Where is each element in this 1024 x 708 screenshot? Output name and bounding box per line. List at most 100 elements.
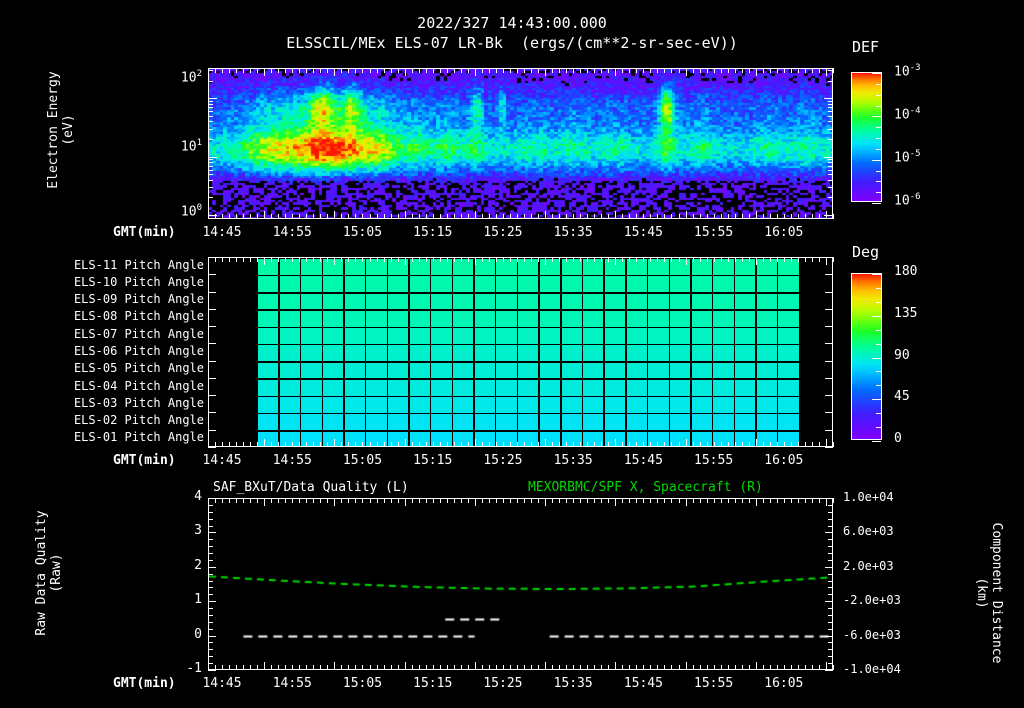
y-tick-mark [828, 608, 833, 609]
x-tick-mark [679, 665, 680, 670]
data-quality-plot[interactable] [208, 498, 833, 670]
x-tick-mark [229, 498, 230, 503]
y-tick-mark [208, 180, 213, 181]
x-tick-mark [749, 665, 750, 670]
y-tick-mark [208, 532, 216, 533]
pitch-angle-cell [365, 292, 388, 311]
x-tick-mark [629, 498, 630, 503]
x-tick-mark [707, 257, 708, 262]
x-tick-mark [524, 442, 525, 447]
x-tick-mark [721, 68, 722, 73]
x-tick-mark [686, 68, 687, 76]
x-tick-mark [341, 665, 342, 670]
x-tick-mark [693, 665, 694, 670]
x-tick-mark [461, 665, 462, 670]
pitch-angle-cell [408, 396, 432, 415]
y-tick-mark [208, 111, 213, 112]
x-tick-mark [517, 68, 518, 73]
time-tick-label: 15:45 [623, 225, 663, 240]
x-tick-mark [215, 665, 216, 670]
x-tick-mark [447, 665, 448, 670]
panel3-ytick-label-left: 4 [194, 489, 202, 504]
x-tick-mark [426, 498, 427, 503]
x-tick-mark [819, 257, 820, 262]
x-tick-mark [531, 68, 532, 73]
pitch-angle-cell [495, 344, 518, 363]
y-tick-mark [208, 274, 216, 275]
colorbar-tick [876, 427, 881, 428]
panel3-ytick-label-right: -1.0e+04 [843, 662, 901, 676]
pitch-angle-cell [473, 258, 497, 276]
pitch-angle-cell [755, 413, 778, 432]
x-tick-mark [292, 442, 293, 447]
y-tick-mark [825, 326, 833, 327]
pitch-angle-cell [322, 344, 345, 363]
pitch-angle-cell [712, 430, 735, 446]
x-tick-mark [756, 257, 757, 265]
x-tick-mark [700, 498, 701, 503]
x-tick-mark [468, 442, 469, 447]
pitch-angle-cell [733, 413, 757, 432]
colorbar-tick [876, 95, 881, 96]
pitch-angle-cell [278, 430, 301, 446]
x-tick-mark [756, 439, 757, 447]
pitch-angle-cell [322, 292, 345, 311]
x-tick-mark [348, 68, 349, 73]
x-tick-mark [756, 211, 757, 219]
x-tick-mark [763, 442, 764, 447]
x-tick-mark [763, 665, 764, 670]
x-tick-mark [538, 214, 539, 219]
x-tick-mark [777, 498, 778, 503]
y-tick-mark [208, 395, 216, 396]
x-tick-mark [285, 442, 286, 447]
deg-colorbar[interactable] [851, 273, 882, 442]
pitch-angle-cell [755, 430, 778, 446]
pitch-angle-cell [647, 327, 670, 345]
pitch-angle-cell [495, 309, 518, 328]
x-tick-mark [552, 68, 553, 73]
x-tick-mark [433, 498, 434, 503]
def-colorbar[interactable] [851, 72, 882, 204]
pitch-angle-cell [257, 344, 280, 363]
deg-colorbar-label: 135 [894, 305, 918, 321]
x-tick-mark [728, 665, 729, 670]
x-tick-mark [573, 665, 574, 670]
y-tick-mark [208, 257, 216, 258]
x-tick-mark [749, 257, 750, 262]
x-tick-mark [791, 68, 792, 73]
y-tick-mark [208, 70, 213, 71]
pitch-angle-plot[interactable] [208, 257, 833, 447]
x-tick-mark [257, 214, 258, 219]
y-tick-mark [825, 378, 833, 379]
spectrogram-plot[interactable] [208, 68, 833, 219]
x-tick-mark [320, 498, 321, 503]
y-tick-mark [824, 215, 833, 216]
pitch-angle-cell [647, 309, 670, 328]
x-tick-mark [327, 214, 328, 219]
x-tick-mark [524, 257, 525, 262]
x-tick-mark [341, 498, 342, 503]
x-tick-mark [391, 498, 392, 503]
def-colorbar-label: 10-4 [894, 106, 921, 123]
x-tick-mark [833, 442, 834, 447]
def-colorbar-label: 10-3 [894, 63, 921, 80]
y-tick-mark [825, 274, 833, 275]
pitch-angle-cell [322, 275, 345, 294]
x-tick-mark [426, 214, 427, 219]
pitch-angle-cell [495, 396, 518, 415]
x-tick-mark [482, 665, 483, 670]
y-tick-mark [828, 519, 833, 520]
pitch-angle-cell [343, 396, 366, 415]
y-tick-mark [828, 104, 833, 105]
pitch-angle-row-label: ELS-04 Pitch Angle [73, 378, 204, 393]
x-tick-mark [531, 665, 532, 670]
x-tick-mark [770, 442, 771, 447]
pitch-angle-cell [278, 309, 301, 328]
y-tick-mark [208, 505, 213, 506]
x-tick-mark [707, 498, 708, 503]
pitch-angle-cell [473, 344, 497, 363]
time-tick-label: 15:05 [342, 676, 383, 691]
x-tick-mark [208, 214, 209, 219]
x-tick-mark [348, 214, 349, 219]
pitch-angle-cell [300, 378, 323, 397]
